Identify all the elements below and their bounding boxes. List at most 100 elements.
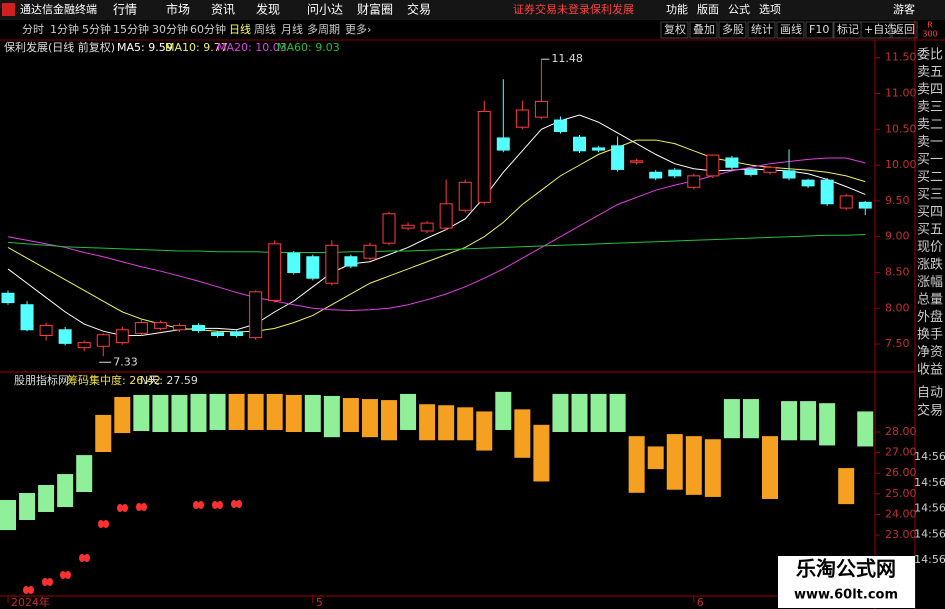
period-tab[interactable]: 1分钟 xyxy=(50,22,79,36)
indicator-bar xyxy=(266,393,283,430)
indicator-title: 股朋指标网 xyxy=(14,373,69,387)
legend-entry: MA20: 10.03 xyxy=(217,41,287,54)
period-tab[interactable]: 15分钟 xyxy=(113,22,149,36)
time-label: 14:56 xyxy=(914,527,945,540)
indicator-bar xyxy=(0,500,16,531)
period-tab[interactable]: 分时 xyxy=(22,23,44,36)
period-tab[interactable]: 更多› xyxy=(345,22,371,36)
period-tab[interactable]: 日线 xyxy=(229,22,251,36)
menu-item[interactable]: 公式 xyxy=(728,3,750,16)
candle-body xyxy=(534,100,548,118)
period-tab[interactable]: 月线 xyxy=(281,22,303,36)
time-label: 14:56 xyxy=(914,553,945,566)
tool-button[interactable]: 叠加 xyxy=(693,23,715,36)
tool-button[interactable]: F10 xyxy=(809,23,829,36)
period-tab[interactable]: 30分钟 xyxy=(152,22,188,36)
candle-body xyxy=(230,331,244,336)
indicator-bar xyxy=(533,424,550,482)
side-label: 外盘 xyxy=(917,309,943,325)
menu-item[interactable]: 问小达 xyxy=(307,3,343,17)
candle-body xyxy=(496,137,510,151)
candle-body xyxy=(744,169,758,175)
x-tick-label: 2024年 xyxy=(11,595,50,609)
menu-item[interactable]: 功能 xyxy=(666,2,688,16)
candle-body xyxy=(611,145,625,170)
candle-body xyxy=(553,119,567,132)
tool-button[interactable]: 画线 xyxy=(780,22,802,36)
indicator-bar xyxy=(590,393,607,433)
y-tick-label: 8.50 xyxy=(885,265,910,278)
y-tick-label: 25.00 xyxy=(885,487,917,500)
indicator-bar xyxy=(647,446,664,470)
y-tick-label: 27.00 xyxy=(885,446,917,459)
indicator-bar xyxy=(685,436,702,495)
indicator-bar xyxy=(857,411,874,447)
side-label: 涨跌 xyxy=(917,257,943,273)
period-tab[interactable]: 5分钟 xyxy=(82,22,111,36)
menu-item[interactable]: 发现 xyxy=(256,2,280,17)
indicator-bar xyxy=(171,394,188,433)
tool-frame xyxy=(805,21,834,39)
period-tab[interactable]: 周线 xyxy=(254,22,276,36)
indicator-bar xyxy=(285,394,302,433)
candle-body xyxy=(820,179,834,205)
tool-button[interactable]: 复权 xyxy=(664,22,686,36)
candle-body xyxy=(401,224,415,229)
side-label: 卖二 xyxy=(917,118,943,133)
y-tick-label: 8.00 xyxy=(885,301,910,314)
side-label: 买五 xyxy=(917,223,943,238)
y-tick-label: 9.50 xyxy=(885,194,910,207)
menu-item[interactable]: 交易 xyxy=(407,2,431,17)
period-tab[interactable]: 多周期 xyxy=(307,22,340,36)
y-tick-label: 28.00 xyxy=(885,425,917,438)
corner-label: R xyxy=(927,21,933,30)
stock-name: 保利发展 xyxy=(590,2,634,16)
menu-item[interactable]: 市场 xyxy=(166,2,190,17)
candle-body xyxy=(725,157,739,168)
candle-body xyxy=(420,222,434,232)
menu-item[interactable]: 版面 xyxy=(697,2,719,16)
candle-body xyxy=(115,329,129,344)
candle-body xyxy=(763,166,777,173)
menu-item[interactable]: 行情 xyxy=(113,3,137,17)
app-title: 通达信金融终端 xyxy=(20,2,97,16)
candle-body xyxy=(58,329,72,344)
period-tab[interactable]: 60分钟 xyxy=(190,22,226,36)
indicator-bar xyxy=(38,484,55,512)
candle-body xyxy=(706,154,720,177)
tool-button[interactable]: 标记 xyxy=(837,22,859,36)
y-tick-label: 24.00 xyxy=(885,507,917,520)
side-label: 总量 xyxy=(917,293,943,308)
tool-button[interactable]: 多股 xyxy=(722,22,744,36)
menu-item[interactable]: 资讯 xyxy=(211,3,235,17)
watermark-url: www.60lt.com xyxy=(794,588,898,603)
indicator-bar xyxy=(381,400,397,441)
side-label: 交易 xyxy=(917,403,943,419)
tool-frame xyxy=(689,21,718,39)
candle-body xyxy=(153,322,167,329)
indicator-bar xyxy=(57,474,74,508)
user[interactable]: 游客 xyxy=(893,2,915,16)
menu-item[interactable]: 选项 xyxy=(759,3,781,16)
tool-frame xyxy=(718,21,747,39)
side-label: 收益 xyxy=(917,363,943,378)
candle-body xyxy=(458,181,472,211)
tool-button[interactable]: +自选 xyxy=(864,23,895,36)
indicator-bar xyxy=(152,394,169,433)
indicator-bar xyxy=(323,395,340,438)
side-label: 买三 xyxy=(917,188,943,203)
side-label: 买一 xyxy=(917,153,943,168)
menu-item[interactable]: 财富圈 xyxy=(357,2,393,17)
candle-body xyxy=(630,160,644,163)
indicator-bar xyxy=(800,401,817,441)
tool-frame xyxy=(660,21,689,39)
tool-button[interactable]: 返回 xyxy=(893,23,915,36)
indicator-bar xyxy=(781,401,798,441)
chart-title: 保利发展(日线 前复权) xyxy=(4,40,115,54)
candle-body xyxy=(363,244,377,259)
login-status[interactable]: 证券交易未登录 xyxy=(513,2,590,16)
tool-button[interactable]: 统计 xyxy=(751,23,773,36)
side-label: 卖一 xyxy=(917,135,943,150)
